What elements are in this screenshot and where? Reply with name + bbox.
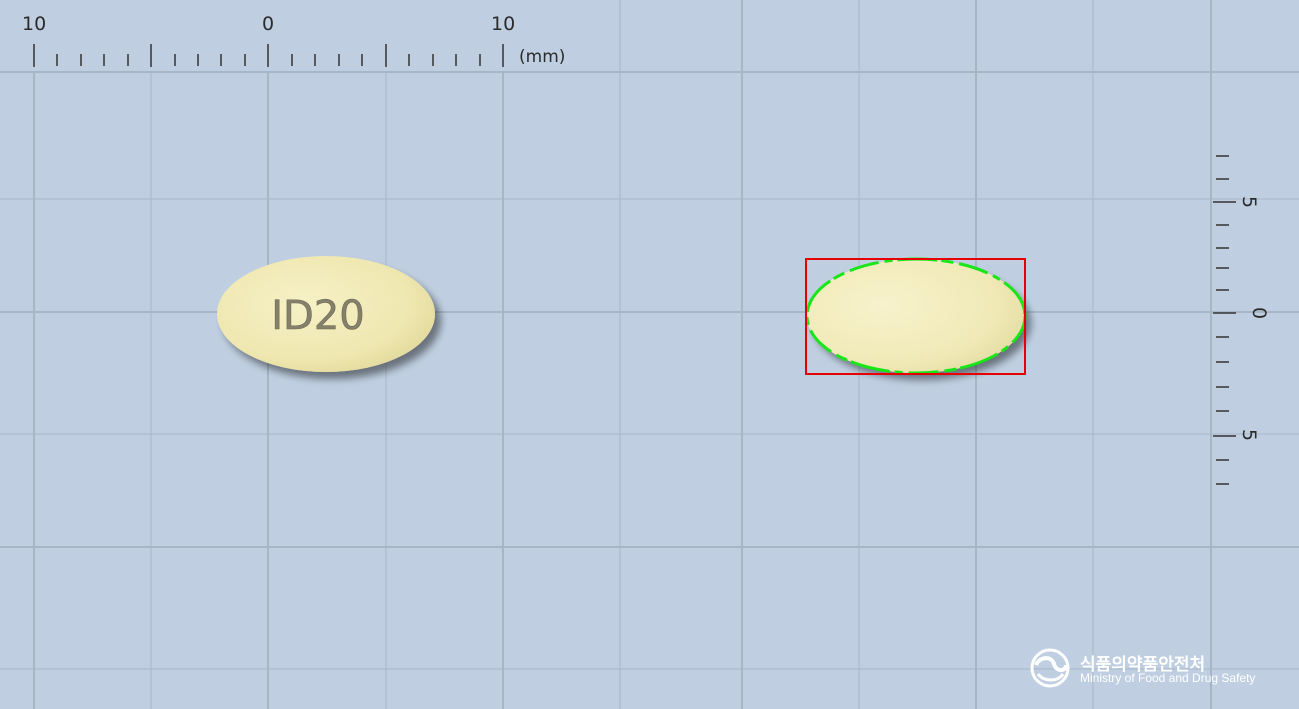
right-ruler-label-zero: 0 bbox=[1248, 307, 1270, 319]
pill-front: ID20 bbox=[217, 256, 435, 372]
ministry-name-korean: 식품의약품안전처 bbox=[1080, 655, 1206, 675]
right-ruler-ticks bbox=[1213, 155, 1236, 485]
right-ruler-label-top: 5 bbox=[1238, 196, 1260, 208]
right-ruler-label-bottom: 5 bbox=[1238, 429, 1260, 441]
pill-imprint-text: ID20 bbox=[271, 293, 365, 339]
ministry-name-english: Ministry of Food and Drug Safety bbox=[1080, 671, 1256, 685]
pill-back bbox=[805, 257, 1027, 375]
pill-front-body bbox=[217, 256, 435, 372]
top-ruler-label-right: 10 bbox=[491, 13, 515, 35]
top-ruler-label-left: 10 bbox=[22, 13, 46, 35]
top-ruler-label-zero: 0 bbox=[262, 13, 274, 35]
ministry-emblem-icon bbox=[1030, 648, 1070, 688]
pill-bounding-box bbox=[805, 258, 1026, 375]
pill-back-body bbox=[807, 259, 1025, 373]
top-ruler-unit: (mm) bbox=[519, 47, 565, 67]
top-ruler-ticks bbox=[33, 44, 504, 67]
